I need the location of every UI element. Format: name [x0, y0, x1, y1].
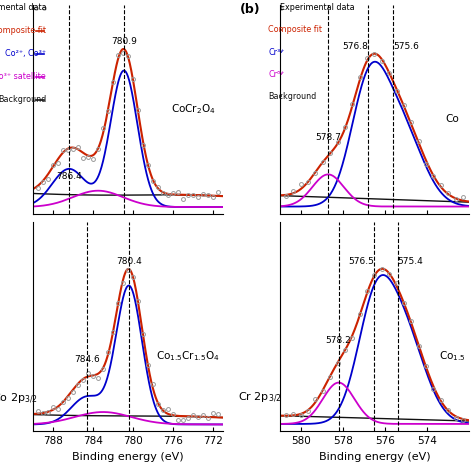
X-axis label: Binding energy (eV): Binding energy (eV) — [72, 452, 184, 462]
Text: Composite fit: Composite fit — [268, 26, 322, 35]
Text: Co 2p$_{3/2}$: Co 2p$_{3/2}$ — [0, 392, 38, 406]
Text: Co²⁺, Co³⁺: Co²⁺, Co³⁺ — [5, 49, 46, 58]
Text: Background: Background — [268, 92, 316, 101]
Text: (b): (b) — [240, 3, 261, 16]
Text: Experimental data: Experimental data — [0, 3, 46, 12]
Text: Composite fit: Composite fit — [0, 27, 46, 36]
Text: 786.4: 786.4 — [56, 172, 82, 181]
Text: 575.4: 575.4 — [398, 257, 423, 265]
Text: 784.6: 784.6 — [74, 355, 100, 364]
Text: Co$_{1.5}$Cr$_{1.5}$O$_4$: Co$_{1.5}$Cr$_{1.5}$O$_4$ — [156, 349, 219, 363]
Text: 578.7: 578.7 — [315, 133, 341, 142]
Text: Co$_{1.5}$: Co$_{1.5}$ — [439, 349, 465, 363]
Text: 576.8: 576.8 — [342, 42, 368, 51]
X-axis label: Binding energy (eV): Binding energy (eV) — [319, 452, 430, 462]
Text: CoCr$_2$O$_4$: CoCr$_2$O$_4$ — [171, 102, 215, 116]
Text: 575.6: 575.6 — [393, 42, 419, 51]
Text: 780.9: 780.9 — [111, 37, 137, 46]
Text: Cr³⁺: Cr³⁺ — [268, 47, 284, 56]
Text: Co: Co — [446, 114, 459, 125]
Text: Cr 2p$_{3/2}$: Cr 2p$_{3/2}$ — [238, 391, 282, 405]
Text: Experimental data: Experimental data — [280, 3, 354, 12]
Text: Cr⁶⁺: Cr⁶⁺ — [268, 70, 284, 79]
Text: Background: Background — [0, 95, 46, 104]
Text: Co²⁺, Co³⁺ satellite: Co²⁺, Co³⁺ satellite — [0, 72, 46, 81]
Text: 780.4: 780.4 — [116, 257, 142, 266]
Text: 576.5: 576.5 — [348, 257, 374, 265]
Text: 578.2: 578.2 — [326, 337, 352, 346]
